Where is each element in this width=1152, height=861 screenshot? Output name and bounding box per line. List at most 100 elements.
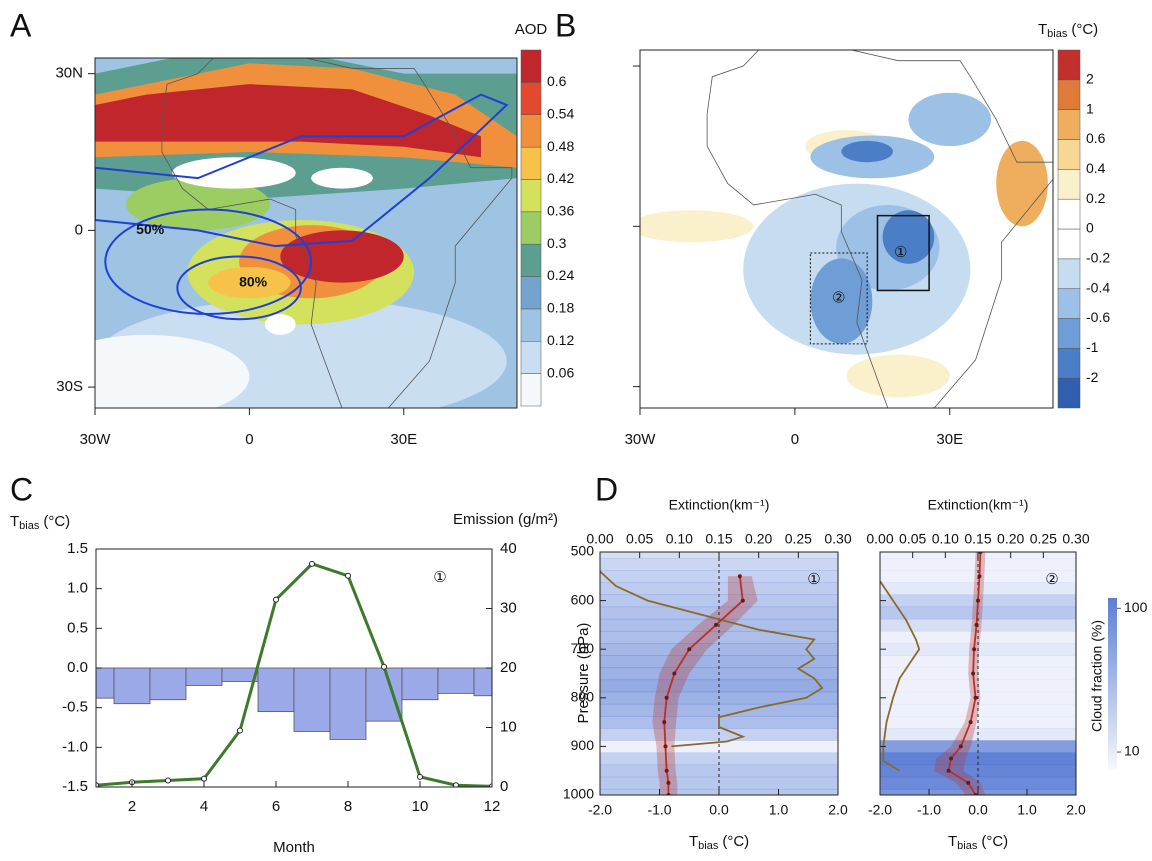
colorbar-box xyxy=(1057,348,1081,379)
tbias-point xyxy=(737,574,742,579)
emission-point xyxy=(96,782,99,787)
colorbar-box xyxy=(520,276,542,310)
bar xyxy=(473,667,492,697)
y-axis-label: Pressure (hPa) xyxy=(575,623,592,724)
colorbar-label: 0.2 xyxy=(1086,190,1106,206)
y-tick-label: 1.0 xyxy=(67,580,88,597)
x2-tick-label: 0.05 xyxy=(626,531,653,547)
colorbar-box xyxy=(520,341,542,374)
emission-point xyxy=(165,777,171,784)
emission-point xyxy=(237,727,243,734)
x2-tick-label: 0.20 xyxy=(745,531,772,547)
colorbar-box xyxy=(1057,169,1081,200)
x-tick-label: 2 xyxy=(128,798,136,815)
label-text: T xyxy=(1038,21,1047,38)
colorbar-label: 2 xyxy=(1086,71,1094,87)
y2-tick-label: 10 xyxy=(500,718,517,735)
bar xyxy=(437,667,475,694)
colorbar-label: 0.6 xyxy=(547,73,567,89)
map-field xyxy=(841,140,893,163)
y-tick-label: 30N xyxy=(55,65,83,82)
label-text: T xyxy=(948,833,957,850)
emission-point xyxy=(345,572,351,579)
y2-tick-label: 30 xyxy=(500,599,517,616)
tbias-point xyxy=(972,647,977,652)
colorbar-box xyxy=(520,373,542,407)
colorbar-box xyxy=(520,146,542,180)
tbias-point xyxy=(949,756,954,761)
colorbar-label: 0.36 xyxy=(547,203,574,219)
panel-letter: C xyxy=(10,471,33,507)
tbias-point xyxy=(672,671,677,676)
map-field xyxy=(908,92,992,147)
colorbar-box xyxy=(520,114,542,148)
map-field xyxy=(640,210,754,243)
x-tick-label: 1.0 xyxy=(769,802,789,818)
annotation: ② xyxy=(832,289,845,306)
tbias-point xyxy=(664,695,669,700)
label-unit: (°C) xyxy=(43,513,70,530)
x2-tick-label: 0.30 xyxy=(1062,531,1089,547)
map-field xyxy=(882,210,935,264)
plot-area xyxy=(600,552,838,795)
x2-tick-label: 0.25 xyxy=(1030,531,1057,547)
axis-label: Tbias (°C) xyxy=(689,833,749,852)
map-frame xyxy=(639,49,1054,409)
colorbar-label: 0.42 xyxy=(547,170,574,186)
y-tick-label: 30S xyxy=(56,378,83,395)
y-tick-label: 1000 xyxy=(563,786,594,802)
colorbar-label: -2 xyxy=(1086,369,1099,385)
y-tick-label: 600 xyxy=(571,591,595,607)
y-tick-label: 0.0 xyxy=(67,659,88,676)
bar xyxy=(329,667,367,740)
label-subscript: bias xyxy=(957,840,978,852)
tbias-point xyxy=(664,768,669,773)
tbias-point xyxy=(966,780,971,785)
colorbar-label: 0.3 xyxy=(547,235,567,251)
map-field xyxy=(172,157,296,189)
axis-label: Tbias (°C) xyxy=(948,833,1008,852)
x-tick-label: 1.0 xyxy=(1017,802,1037,818)
y2-tick-label: 20 xyxy=(500,659,517,676)
colorbar-label: 0.12 xyxy=(547,332,574,348)
x-tick-label: 0 xyxy=(791,431,799,448)
x-tick-label: 8 xyxy=(344,798,352,815)
colorbar-box xyxy=(1057,49,1081,81)
cloud-tick-label: 10 xyxy=(1124,743,1140,759)
colorbar-box xyxy=(520,243,542,277)
cloud-label: Cloud fraction (%) xyxy=(1089,620,1105,732)
x-tick-label: -1.0 xyxy=(917,802,941,818)
colorbar-box xyxy=(520,308,542,342)
x-tick-label: 30E xyxy=(936,431,963,448)
x-axis-label: Month xyxy=(273,839,315,856)
x-tick-label: 2.0 xyxy=(828,802,848,818)
colorbar-label: 0.18 xyxy=(547,300,574,316)
coastline xyxy=(706,50,1053,408)
x2-tick-label: 0.30 xyxy=(824,531,851,547)
colorbar-box xyxy=(1057,79,1081,110)
colorbar-box xyxy=(1057,318,1081,349)
tbias-point xyxy=(971,671,976,676)
colorbar-label: 0 xyxy=(1086,220,1094,236)
tbias-uncertainty xyxy=(951,722,977,747)
y-tick-label: -1.0 xyxy=(62,738,88,755)
map-field xyxy=(176,255,302,321)
label-subscript: bias xyxy=(698,840,719,852)
x-tick-label: 2.0 xyxy=(1066,802,1086,818)
x2-tick-label: 0.15 xyxy=(964,531,991,547)
tbias-uncertainty xyxy=(727,576,758,601)
colorbar-label: 0.6 xyxy=(1086,130,1106,146)
colorbar-box xyxy=(1057,198,1081,230)
label-text: T xyxy=(10,513,19,530)
x2-tick-label: 0.15 xyxy=(705,531,732,547)
panel-letter: A xyxy=(10,7,32,43)
y2-tick-label: 40 xyxy=(500,540,517,557)
y-tick-label: 700 xyxy=(571,640,595,656)
y2-axis-label: Emission (g/m²) xyxy=(453,511,558,528)
emission-point xyxy=(201,775,207,782)
annotation: ① xyxy=(807,571,820,588)
x2-axis-label: Extinction(km⁻¹) xyxy=(669,497,770,513)
extinction-line xyxy=(600,570,824,748)
x2-tick-label: 0.10 xyxy=(666,531,693,547)
